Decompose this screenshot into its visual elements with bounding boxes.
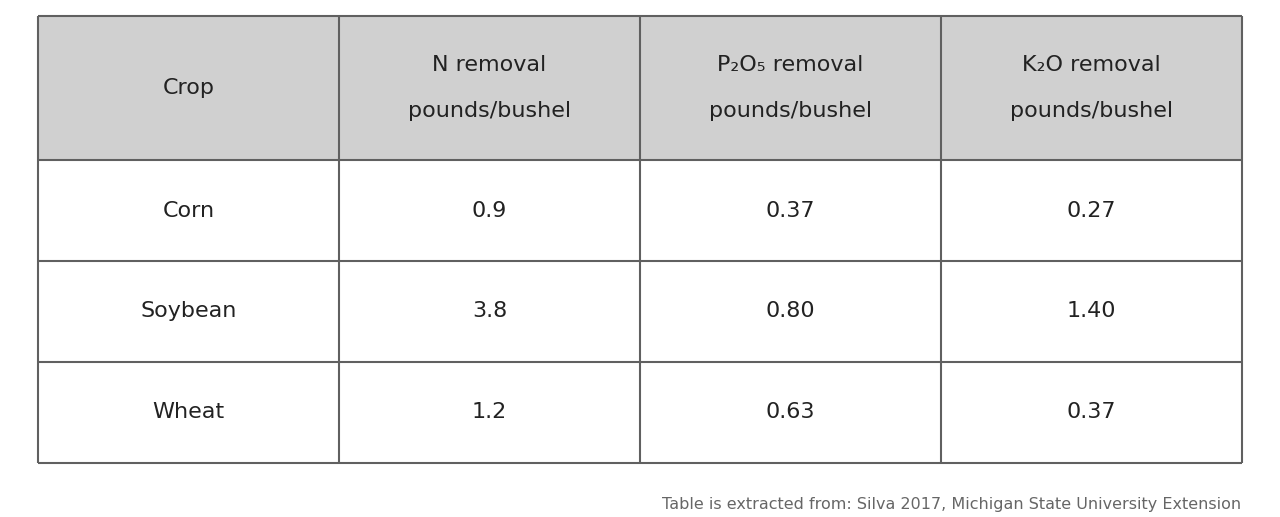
Text: 3.8: 3.8	[472, 301, 507, 322]
Text: 0.80: 0.80	[765, 301, 815, 322]
Bar	[38, 261, 339, 362]
Text: P₂O₅ removal: P₂O₅ removal	[717, 55, 864, 74]
Bar	[339, 160, 640, 261]
Bar	[941, 160, 1242, 261]
Text: pounds/bushel: pounds/bushel	[408, 101, 571, 121]
Bar	[941, 362, 1242, 463]
Bar	[640, 16, 941, 160]
Text: 0.63: 0.63	[765, 402, 815, 422]
Text: 0.27: 0.27	[1066, 201, 1116, 221]
Text: 1.2: 1.2	[472, 402, 507, 422]
Bar	[38, 16, 339, 160]
Bar	[38, 160, 339, 261]
Text: 0.37: 0.37	[1066, 402, 1116, 422]
Text: Wheat: Wheat	[152, 402, 225, 422]
Text: Corn: Corn	[163, 201, 215, 221]
Bar	[339, 261, 640, 362]
Bar	[38, 362, 339, 463]
Bar	[339, 362, 640, 463]
Text: Table is extracted from: Silva 2017, Michigan State University Extension: Table is extracted from: Silva 2017, Mic…	[663, 496, 1242, 512]
Text: 0.9: 0.9	[472, 201, 507, 221]
Text: pounds/bushel: pounds/bushel	[709, 101, 872, 121]
Text: 0.37: 0.37	[765, 201, 815, 221]
Text: pounds/bushel: pounds/bushel	[1010, 101, 1172, 121]
Bar	[941, 16, 1242, 160]
Text: Soybean: Soybean	[141, 301, 237, 322]
Bar	[640, 160, 941, 261]
Text: 1.40: 1.40	[1066, 301, 1116, 322]
Bar	[941, 261, 1242, 362]
Text: N removal: N removal	[433, 55, 547, 74]
Text: Crop: Crop	[163, 78, 215, 98]
Text: K₂O removal: K₂O removal	[1021, 55, 1161, 74]
Bar	[339, 16, 640, 160]
Bar	[640, 362, 941, 463]
Bar	[640, 261, 941, 362]
